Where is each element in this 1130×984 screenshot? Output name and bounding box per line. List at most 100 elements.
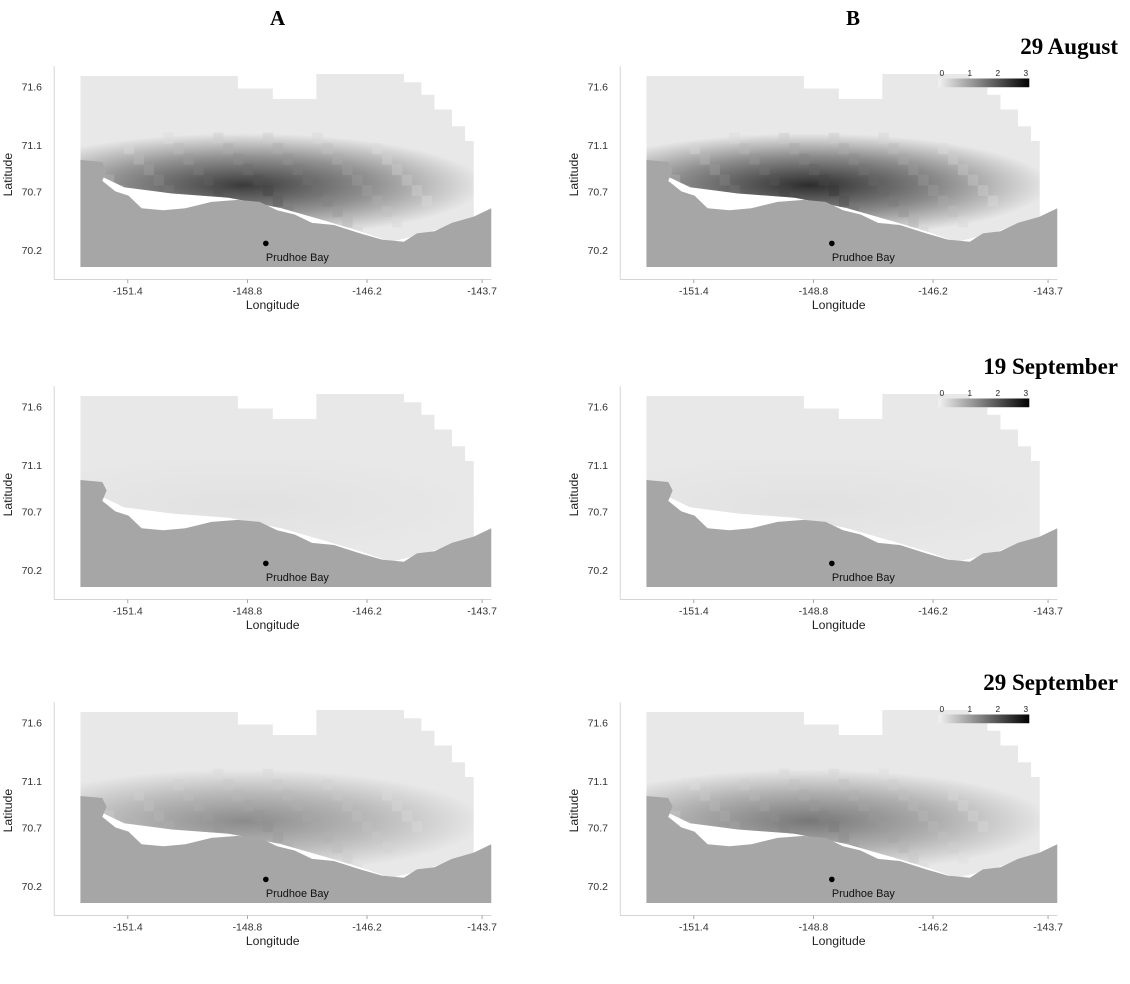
colorbar-tick: 3	[1023, 388, 1028, 398]
y-tick-label: 70.7	[22, 824, 43, 835]
y-tick-label: 71.1	[22, 777, 43, 788]
place-label: Prudhoe Bay	[832, 888, 896, 900]
y-tick-label: 70.7	[588, 508, 609, 519]
prudhoe-bay-marker	[829, 560, 835, 567]
y-tick-label: 70.7	[588, 824, 609, 835]
place-label: Prudhoe Bay	[266, 252, 330, 264]
land-area	[80, 159, 492, 267]
place-label: Prudhoe Bay	[266, 888, 330, 900]
x-tick-label: -143.7	[467, 606, 497, 617]
x-axis-title: Longitude	[812, 618, 866, 632]
y-tick-label: 71.1	[22, 461, 43, 472]
y-tick-label: 71.6	[22, 83, 43, 94]
x-tick-label: -151.4	[113, 922, 143, 933]
land-area	[646, 795, 1058, 903]
x-axis-title: Longitude	[246, 618, 300, 632]
map-panel-a-4: -151.4 -148.8 -146.2 -143.7 71.6 71.1 70.7 70.2…	[1, 702, 497, 948]
y-tick-label: 70.2	[588, 882, 609, 893]
x-tick-label: -146.2	[352, 606, 382, 617]
y-axis-title: Latitude	[1, 789, 15, 833]
x-tick-label: -151.4	[679, 606, 709, 617]
x-axis-title: Longitude	[246, 934, 300, 948]
prudhoe-bay-marker	[263, 560, 269, 567]
date-label-row-1: 29 August	[1020, 34, 1118, 59]
y-tick-label: 71.6	[588, 83, 609, 94]
y-tick-label: 71.6	[22, 403, 43, 414]
land-area	[80, 795, 492, 903]
place-label: Prudhoe Bay	[832, 252, 896, 264]
y-tick-label: 70.2	[22, 566, 43, 577]
x-axis-title: Longitude	[812, 934, 866, 948]
y-tick-label: 70.7	[22, 188, 43, 199]
date-label-row-3: 29 September	[983, 670, 1118, 695]
y-tick-label: 70.2	[588, 246, 609, 257]
y-tick-label: 70.2	[22, 882, 43, 893]
date-label-row-2: 19 September	[983, 354, 1118, 379]
x-tick-label: -143.7	[1033, 286, 1063, 297]
x-tick-label: -146.2	[918, 922, 948, 933]
column-label-a: A	[270, 6, 286, 30]
colorbar-tick: 1	[968, 388, 973, 398]
colorbar-tick: 0	[940, 388, 945, 398]
x-axis-title: Longitude	[246, 298, 300, 312]
y-axis-title: Latitude	[1, 153, 15, 197]
x-tick-label: -148.8	[799, 286, 829, 297]
y-axis-title: Latitude	[567, 153, 581, 197]
colorbar-tick: 0	[940, 704, 945, 714]
x-tick-label: -146.2	[918, 606, 948, 617]
colorbar-tick: 2	[996, 704, 1001, 714]
prudhoe-bay-marker	[829, 240, 835, 247]
x-tick-label: -151.4	[113, 286, 143, 297]
colorbar-tick: 3	[1023, 68, 1028, 78]
prudhoe-bay-marker	[263, 240, 269, 247]
x-tick-label: -143.7	[467, 922, 497, 933]
land-area	[646, 479, 1058, 587]
x-tick-label: -151.4	[679, 922, 709, 933]
prudhoe-bay-marker	[829, 876, 835, 883]
colorbar: 0 1 2 3	[938, 68, 1030, 88]
prudhoe-bay-marker	[263, 876, 269, 883]
map-panel-b-3: -151.4 -148.8 -146.2 -143.7 71.6 71.1 70.7 70.2…	[567, 386, 1063, 632]
x-tick-label: -143.7	[467, 286, 497, 297]
land-area	[646, 159, 1058, 267]
colorbar-tick: 0	[940, 68, 945, 78]
x-tick-label: -146.2	[352, 922, 382, 933]
column-label-b: B	[846, 6, 861, 30]
colorbar-tick: 2	[996, 68, 1001, 78]
colorbar-tick: 1	[968, 68, 973, 78]
x-tick-label: -151.4	[679, 286, 709, 297]
map-panel-a-2: -151.4 -148.8 -146.2 -143.7 71.6 71.1 70.7 70.2…	[1, 386, 497, 632]
x-tick-label: -146.2	[352, 286, 382, 297]
map-panel-a-0: -151.4 -148.8 -146.2 -143.7 71.6 71.1 70.7 70.2…	[1, 66, 497, 312]
y-tick-label: 70.2	[588, 566, 609, 577]
colorbar-tick: 1	[968, 704, 973, 714]
y-tick-label: 71.6	[22, 719, 43, 730]
colorbar: 0 1 2 3	[938, 388, 1030, 408]
y-tick-label: 70.2	[22, 246, 43, 257]
y-tick-label: 71.1	[588, 777, 609, 788]
place-label: Prudhoe Bay	[832, 572, 896, 584]
x-tick-label: -148.8	[799, 606, 829, 617]
map-panel-b-5: -151.4 -148.8 -146.2 -143.7 71.6 71.1 70.7 70.2…	[567, 702, 1063, 948]
colorbar: 0 1 2 3	[938, 704, 1030, 724]
y-tick-label: 71.1	[22, 141, 43, 152]
y-tick-label: 71.1	[588, 141, 609, 152]
map-panel-b-1: -151.4 -148.8 -146.2 -143.7 71.6 71.1 70.7 70.2…	[567, 66, 1063, 312]
x-axis-title: Longitude	[812, 298, 866, 312]
y-tick-label: 71.6	[588, 719, 609, 730]
x-tick-label: -148.8	[233, 922, 263, 933]
y-tick-label: 71.6	[588, 403, 609, 414]
colorbar-tick: 3	[1023, 704, 1028, 714]
y-axis-title: Latitude	[1, 473, 15, 517]
x-tick-label: -151.4	[113, 606, 143, 617]
x-tick-label: -143.7	[1033, 922, 1063, 933]
land-area	[80, 479, 492, 587]
x-tick-label: -148.8	[799, 922, 829, 933]
y-tick-label: 70.7	[588, 188, 609, 199]
y-axis-title: Latitude	[567, 789, 581, 833]
colorbar-tick: 2	[996, 388, 1001, 398]
y-tick-label: 70.7	[22, 508, 43, 519]
y-axis-title: Latitude	[567, 473, 581, 517]
x-tick-label: -146.2	[918, 286, 948, 297]
x-tick-label: -148.8	[233, 286, 263, 297]
